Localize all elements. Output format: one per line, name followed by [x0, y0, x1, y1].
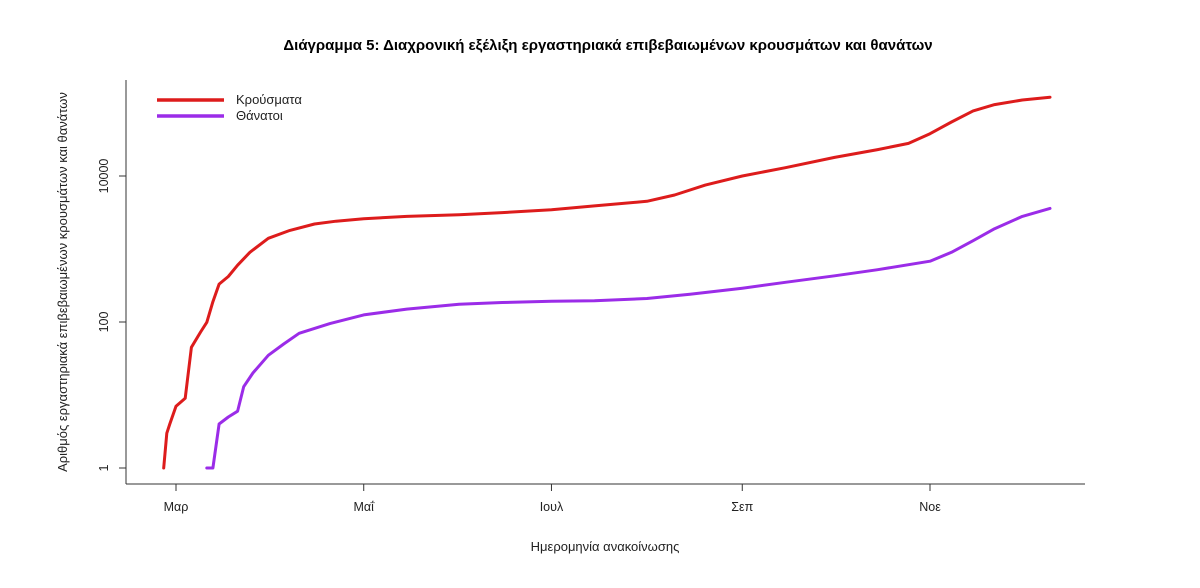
y-tick-label: 100 [97, 312, 111, 333]
legend: Κρούσματα Θάνατοι [157, 92, 302, 123]
series-line-cases [162, 95, 1052, 470]
y-axis-label: Αριθμός εργαστηριακά επιβεβαιωμένων κρου… [55, 92, 70, 472]
x-tick-label: Μαΐ [354, 500, 376, 514]
x-tick-label: Νοε [919, 500, 941, 514]
x-tick-label: Μαρ [164, 500, 189, 514]
y-tick-label: 1 [97, 464, 111, 471]
legend-label-deaths: Θάνατοι [236, 108, 283, 123]
axes [125, 80, 1085, 485]
y-tick-label: 10000 [97, 159, 111, 194]
series-line-deaths [205, 206, 1052, 470]
x-ticks: Μαρ Μαΐ Ιουλ Σεπ Νοε [164, 484, 941, 514]
series-layer [162, 95, 1052, 470]
y-ticks: 1 100 10000 [97, 159, 126, 471]
chart-title: Διάγραμμα 5: Διαχρονική εξέλιξη εργαστηρ… [283, 37, 932, 54]
x-tick-label: Ιουλ [540, 500, 564, 514]
x-axis-label: Ημερομηνία ανακοίνωσης [531, 539, 680, 554]
legend-label-cases: Κρούσματα [236, 92, 302, 107]
x-tick-label: Σεπ [731, 500, 753, 514]
